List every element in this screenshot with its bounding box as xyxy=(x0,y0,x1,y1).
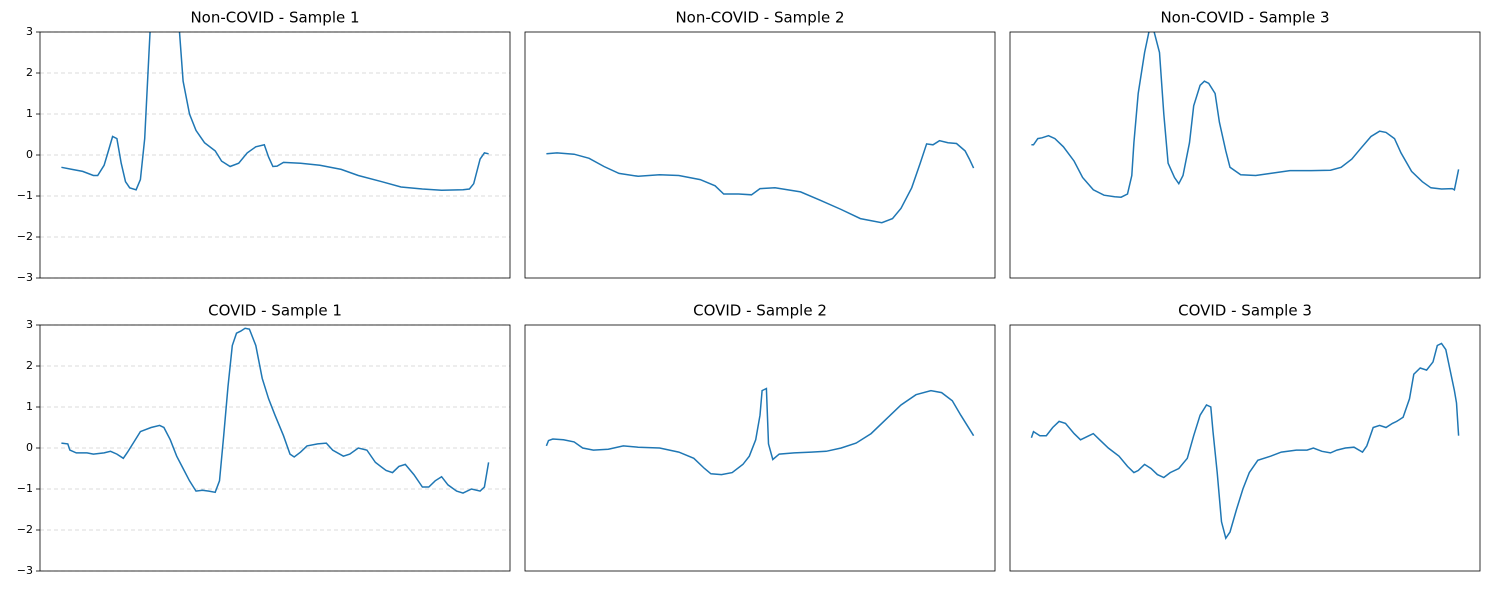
y-tick-label: −1 xyxy=(17,189,33,202)
plot-frame xyxy=(39,31,511,279)
y-tick-label: −2 xyxy=(17,230,33,243)
chart-title: Non-COVID - Sample 2 xyxy=(675,9,844,27)
plot-frame xyxy=(39,324,511,572)
subplot: Non-COVID - Sample 1 −3 −2 −1 0 1 2 3 xyxy=(17,9,511,284)
y-tick-label: 3 xyxy=(26,25,33,38)
y-tick-label: 0 xyxy=(26,441,33,454)
plot-frame xyxy=(524,31,996,279)
y-tick-label: −3 xyxy=(17,271,33,284)
chart-title: Non-COVID - Sample 3 xyxy=(1160,9,1329,27)
subplot: COVID - Sample 2 xyxy=(524,302,996,572)
y-tick-label: 0 xyxy=(26,148,33,161)
chart-title: COVID - Sample 1 xyxy=(208,302,342,320)
chart-title: Non-COVID - Sample 1 xyxy=(190,9,359,27)
y-tick-label: 1 xyxy=(26,400,33,413)
plot-frame xyxy=(524,324,996,572)
line-series xyxy=(1031,32,1460,198)
line-series xyxy=(61,327,490,494)
plot-frame xyxy=(1009,324,1481,572)
y-tick-label: 3 xyxy=(26,318,33,331)
line-series xyxy=(61,32,489,192)
y-tick-label: −1 xyxy=(17,482,33,495)
line-series xyxy=(545,387,975,476)
chart-title: COVID - Sample 2 xyxy=(693,302,827,320)
chart-title: COVID - Sample 3 xyxy=(1178,302,1312,320)
plot-frame xyxy=(1009,31,1481,279)
subplot: Non-COVID - Sample 2 xyxy=(524,9,996,279)
line-series xyxy=(1030,342,1460,540)
subplot: COVID - Sample 1 −3 −2 −1 0 1 2 3 xyxy=(17,302,511,577)
y-tick-label: −2 xyxy=(17,523,33,536)
y-tick-label: 1 xyxy=(26,107,33,120)
y-tick-label: 2 xyxy=(26,359,33,372)
line-series xyxy=(546,139,975,224)
y-tick-label: −3 xyxy=(17,564,33,577)
y-tick-label: 2 xyxy=(26,66,33,79)
subplot: Non-COVID - Sample 3 xyxy=(1009,9,1481,279)
subplot: COVID - Sample 3 xyxy=(1009,302,1481,572)
